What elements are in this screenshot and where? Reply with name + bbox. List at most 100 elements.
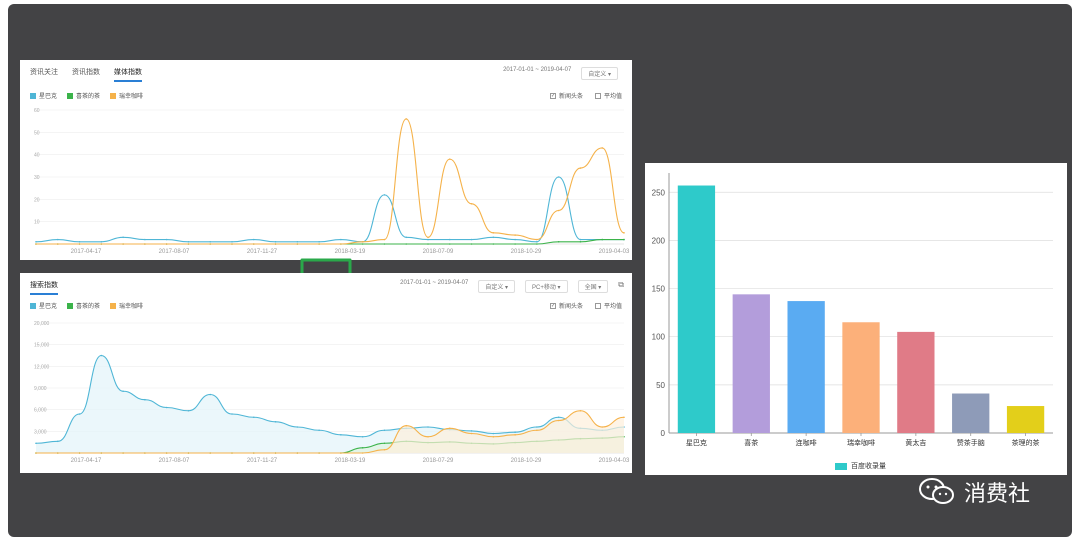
x-tick-label: 2018-03-19 [335, 458, 366, 464]
y-tick-label: 12,000 [34, 364, 50, 370]
data-point [514, 234, 516, 236]
y-tick-label: 3,000 [34, 429, 47, 435]
checkbox-icon [594, 92, 601, 99]
data-point [340, 452, 342, 454]
data-point [56, 440, 59, 443]
data-point [340, 434, 342, 436]
search-tabs: 搜索指数 [30, 280, 58, 295]
data-point [448, 238, 451, 241]
data-point [492, 232, 495, 234]
data-point [536, 238, 538, 241]
bar [842, 322, 880, 433]
option-label: 新闻头条 [558, 94, 583, 100]
tab-media-index[interactable]: 媒体指数 [114, 67, 142, 82]
y-tick-label: 9,000 [34, 386, 47, 392]
data-point [187, 243, 190, 245]
data-point [35, 452, 37, 454]
y-tick-label: 200 [652, 236, 666, 245]
option-label: 新闻头条 [558, 304, 583, 310]
legend-item[interactable]: 喜茶的茶 [67, 301, 100, 310]
x-tick-label: 2017-08-07 [159, 249, 190, 255]
share-icon[interactable]: ⧉ [618, 280, 624, 289]
data-point [579, 240, 582, 243]
tab-news-index[interactable]: 资讯指数 [72, 69, 100, 76]
bar-legend[interactable]: 百度收录量 [835, 461, 886, 471]
data-point [361, 240, 364, 243]
data-point [252, 238, 255, 241]
checkbox-icon: ✓ [549, 92, 556, 99]
option-news-headline[interactable]: ✓ 新闻头条 [549, 301, 583, 310]
data-point [405, 236, 408, 239]
media-custom-dropdown[interactable]: 自定义 ▾ [581, 67, 618, 80]
y-tick-label: 0 [661, 429, 666, 438]
bar [897, 331, 935, 433]
data-point [100, 243, 103, 245]
series-line [36, 118, 625, 245]
x-tick-label: 2018-07-09 [423, 249, 454, 255]
data-point [35, 243, 37, 245]
data-point [383, 448, 386, 451]
data-point [579, 238, 582, 241]
data-point [448, 427, 451, 430]
bar-chart: 0 50 100 150 200 250 星巴克 喜茶 连咖啡 瑞幸咖啡 黄太吉 赞茶手脑 茶理的茶 [652, 173, 1053, 447]
media-date-range[interactable]: 2017-01-01 ~ 2019-04-07 [503, 67, 572, 73]
data-point [557, 209, 560, 212]
y-tick-label: 20 [34, 197, 40, 203]
legend-item[interactable]: 星巴克 [30, 91, 57, 100]
data-point [383, 442, 386, 445]
device-dropdown[interactable]: PC+移动 ▾ [525, 280, 568, 293]
legend-item[interactable]: 瑞幸咖啡 [110, 91, 143, 100]
x-tick-label: 2018-10-29 [511, 458, 542, 464]
legend-item[interactable]: 瑞幸咖啡 [110, 301, 143, 310]
data-point [144, 452, 146, 454]
option-average[interactable]: 平均值 [594, 301, 622, 310]
data-point [209, 243, 212, 245]
legend-item[interactable]: 喜茶的茶 [67, 91, 100, 100]
bar [1006, 406, 1045, 433]
data-point [623, 416, 625, 419]
x-category-label: 连咖啡 [796, 438, 817, 447]
media-custom-label: 自定义 [588, 72, 607, 78]
search-date-range[interactable]: 2017-01-01 ~ 2019-04-07 [400, 280, 469, 286]
region-dropdown[interactable]: 全国 ▾ [577, 280, 609, 293]
data-point [448, 243, 451, 245]
data-point [56, 238, 59, 241]
legend-item[interactable]: 星巴克 [30, 301, 57, 310]
bar [787, 301, 825, 433]
x-tick-label: 2019-04-03 [599, 458, 630, 464]
data-point [601, 426, 604, 428]
data-point [470, 432, 473, 435]
media-header-controls: 2017-01-01 ~ 2019-04-07 自定义 ▾ [503, 67, 618, 80]
data-point [536, 429, 538, 432]
bar-legend-label: 百度收录量 [851, 463, 886, 470]
data-point [514, 243, 516, 245]
series-area-fill [36, 355, 624, 453]
tab-news-attention[interactable]: 资讯关注 [30, 69, 58, 76]
legend-swatch [110, 302, 117, 309]
option-news-headline[interactable]: ✓ 新闻头条 [549, 91, 583, 100]
y-tick-label: 20,000 [34, 321, 50, 327]
data-point [187, 452, 190, 454]
x-category-label: 茶理的茶 [1012, 438, 1040, 447]
data-point [144, 243, 146, 245]
checkbox-icon: ✓ [549, 302, 556, 309]
data-point [405, 118, 408, 120]
data-point [361, 452, 364, 454]
data-point [601, 238, 604, 241]
data-point [122, 390, 124, 393]
data-point [383, 243, 386, 245]
bar [732, 294, 770, 433]
y-tick-label: 250 [652, 188, 666, 197]
y-tick-label: 100 [652, 333, 666, 342]
y-tick-label: 150 [652, 285, 666, 294]
tab-search-index[interactable]: 搜索指数 [30, 280, 58, 295]
y-tick-label: 6,000 [34, 408, 47, 414]
data-point [274, 240, 277, 243]
search-custom-dropdown[interactable]: 自定义 ▾ [478, 280, 516, 293]
data-point [470, 203, 473, 205]
series-line [36, 410, 625, 454]
option-average[interactable]: 平均值 [594, 91, 622, 100]
x-tick-label: 2017-08-07 [159, 458, 190, 464]
y-tick-label: 15,000 [34, 343, 50, 349]
legend-label: 喜茶的茶 [76, 94, 101, 100]
